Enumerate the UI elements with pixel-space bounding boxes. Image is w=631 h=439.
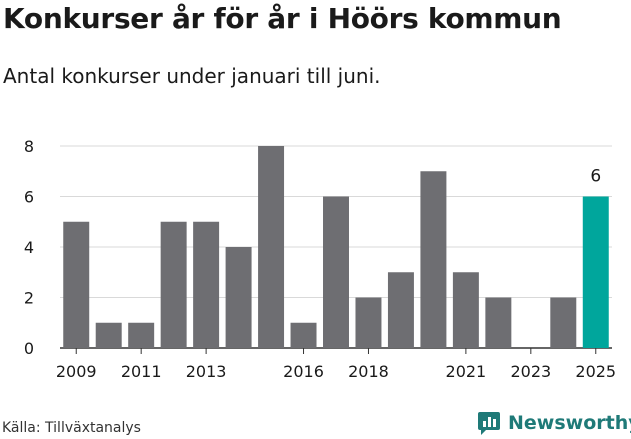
bar — [95, 322, 122, 348]
brand-name: Newsworthy — [508, 412, 631, 434]
x-tick-label: 2021 — [446, 362, 487, 381]
bar — [225, 247, 252, 348]
bar — [128, 322, 155, 348]
bar — [193, 221, 220, 348]
y-tick-label: 6 — [24, 188, 34, 207]
bar — [550, 297, 577, 348]
x-tick-label: 2013 — [186, 362, 227, 381]
brand: Newsworthy — [476, 410, 631, 436]
x-tick-label: 2023 — [510, 362, 551, 381]
y-tick-label: 8 — [24, 137, 34, 156]
x-tick-label: 2025 — [575, 362, 616, 381]
bar — [290, 322, 317, 348]
chart-title: Konkurser år för år i Höörs kommun — [3, 2, 562, 35]
bar — [420, 171, 447, 348]
y-tick-label: 2 — [24, 289, 34, 308]
bar — [355, 297, 382, 348]
chart-subtitle: Antal konkurser under januari till juni. — [3, 64, 381, 88]
y-tick-label: 4 — [24, 238, 34, 257]
bar — [160, 221, 187, 348]
x-tick-label: 2011 — [121, 362, 162, 381]
x-tick-label: 2009 — [56, 362, 97, 381]
source-text: Källa: Tillväxtanalys — [2, 420, 141, 436]
data-label: 6 — [590, 167, 601, 187]
bar — [485, 297, 512, 348]
x-tick-label: 2018 — [348, 362, 389, 381]
bar — [582, 196, 609, 348]
bar — [452, 272, 479, 348]
bar — [258, 146, 285, 348]
bar — [63, 221, 90, 348]
bar — [387, 272, 414, 348]
bar — [323, 196, 349, 348]
x-tick-label: 2016 — [283, 362, 324, 381]
y-tick-label: 0 — [24, 339, 34, 358]
newsworthy-logo-icon — [478, 412, 500, 435]
